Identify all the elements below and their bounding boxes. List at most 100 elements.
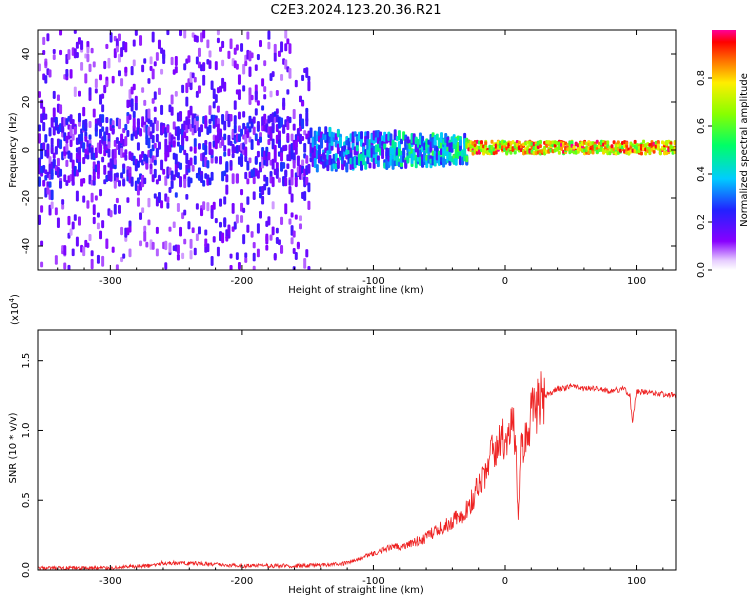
spectrogram-cell [120,78,124,87]
spectrogram-cell [202,62,206,72]
spectrogram-cell [94,78,98,89]
spectrogram-cell [591,150,595,155]
spectrogram-cell [61,204,65,210]
spectrogram-cell [155,148,159,158]
spectrogram-cell [256,120,260,130]
spectrogram-cell [242,111,246,118]
spectrogram-cell [261,78,265,87]
spectrogram-cell [376,155,380,161]
spectrogram-cell [174,66,178,74]
spectrogram-cell [172,140,176,148]
spectrogram-cell [155,120,159,132]
spectrogram-cell [141,64,145,73]
spectrogram-cell [204,229,208,236]
spectrogram-cell [143,99,147,106]
spectrogram-cell [223,170,227,177]
spectrogram-cell [134,30,138,36]
spectrogram-cell [204,115,208,127]
spectrogram-cell [77,90,81,97]
spectrogram-cell [183,63,187,71]
spectrogram-cell [252,176,256,185]
spectrogram-cell [189,105,193,116]
spectrogram-cell [250,121,254,129]
spectrogram-cell [136,197,140,207]
spectrogram-cell [71,133,75,141]
spectrogram-cell [80,133,84,144]
spectrogram-cell [96,254,100,264]
spectrogram-cell [284,203,288,215]
spectrogram-cell [90,250,94,257]
spectrogram-cell [202,201,206,211]
spectrogram-cell [120,256,124,263]
spectrogram-cell [105,116,109,124]
spectrogram-cell [267,187,271,196]
spectrogram-cell [252,252,256,262]
spectrogram-cell [256,248,260,258]
spectrogram-cell [151,241,155,250]
spectrogram-cell [126,197,130,203]
spectrogram-cell [94,88,98,94]
spectrogram-cell [50,189,54,201]
spectrogram-cell [92,171,96,181]
spectrogram-cell [625,141,629,146]
spectrogram-cell [256,223,260,234]
spectrogram-cell [174,192,178,198]
spectrogram-cell [286,38,290,45]
spectrogram-cell [151,31,155,43]
spectrogram-cell [606,140,610,145]
spectrogram-cell [86,53,90,63]
spectrogram-cell [223,217,227,228]
spectrogram-cell [355,145,359,152]
spectrogram-cell [166,151,170,158]
spectrogram-cell [84,73,88,84]
spectrogram-cell [303,142,307,153]
spectrogram-cell [242,234,246,245]
spectrogram-cell [115,264,119,270]
spectrogram-cell [656,143,660,148]
spectrogram-cell [128,114,132,120]
spectrogram-cell [240,128,244,137]
snr-xlabel: Height of straight line (km) [288,585,424,596]
spectrogram-cell [52,48,56,55]
spectrogram-cell [132,111,136,119]
spectrogram-cell [193,247,197,256]
spectrogram-ytick-label: -20 [21,190,32,206]
spectrogram-cell [164,138,168,147]
spectrogram-cell [103,60,107,70]
spectrogram-cell [223,120,227,131]
spectrogram-cell [256,150,260,158]
spectrogram-cell [143,230,147,242]
spectrogram-cell [113,203,117,215]
spectrogram-cell [271,201,275,210]
spectrogram-cell [231,202,235,214]
spectrogram-cell [557,150,561,155]
spectrogram-cell [200,208,204,217]
spectrogram-cell [174,56,178,66]
spectrogram-cell [132,39,136,47]
spectrogram-cell [252,116,256,124]
spectrogram-cell [229,161,233,167]
spectrogram-cell [94,123,98,133]
spectrogram-cell [71,248,75,257]
spectrogram-cell [252,126,256,136]
snr-series-line [38,371,676,570]
spectrogram-cell [280,117,284,128]
spectrogram-cell [298,133,302,145]
spectrogram-cell [242,85,246,92]
spectrogram-cell [191,72,195,79]
spectrogram-cell [187,221,191,230]
spectrogram-cell [231,173,235,185]
spectrogram-cell [214,94,218,104]
spectrogram-cell [479,140,483,145]
spectrogram-cell [290,237,294,245]
spectrogram-cell [261,105,265,111]
spectrogram-ytick-label: 40 [21,48,32,61]
spectrogram-cell [82,246,86,257]
spectrogram-cell [288,67,292,79]
spectrogram-cell [44,113,48,120]
spectrogram-cell [151,134,155,144]
spectrogram-cell [59,139,63,150]
spectrogram-cell [366,130,370,140]
spectrogram-cell [292,123,296,131]
spectrogram-cell [214,217,218,224]
